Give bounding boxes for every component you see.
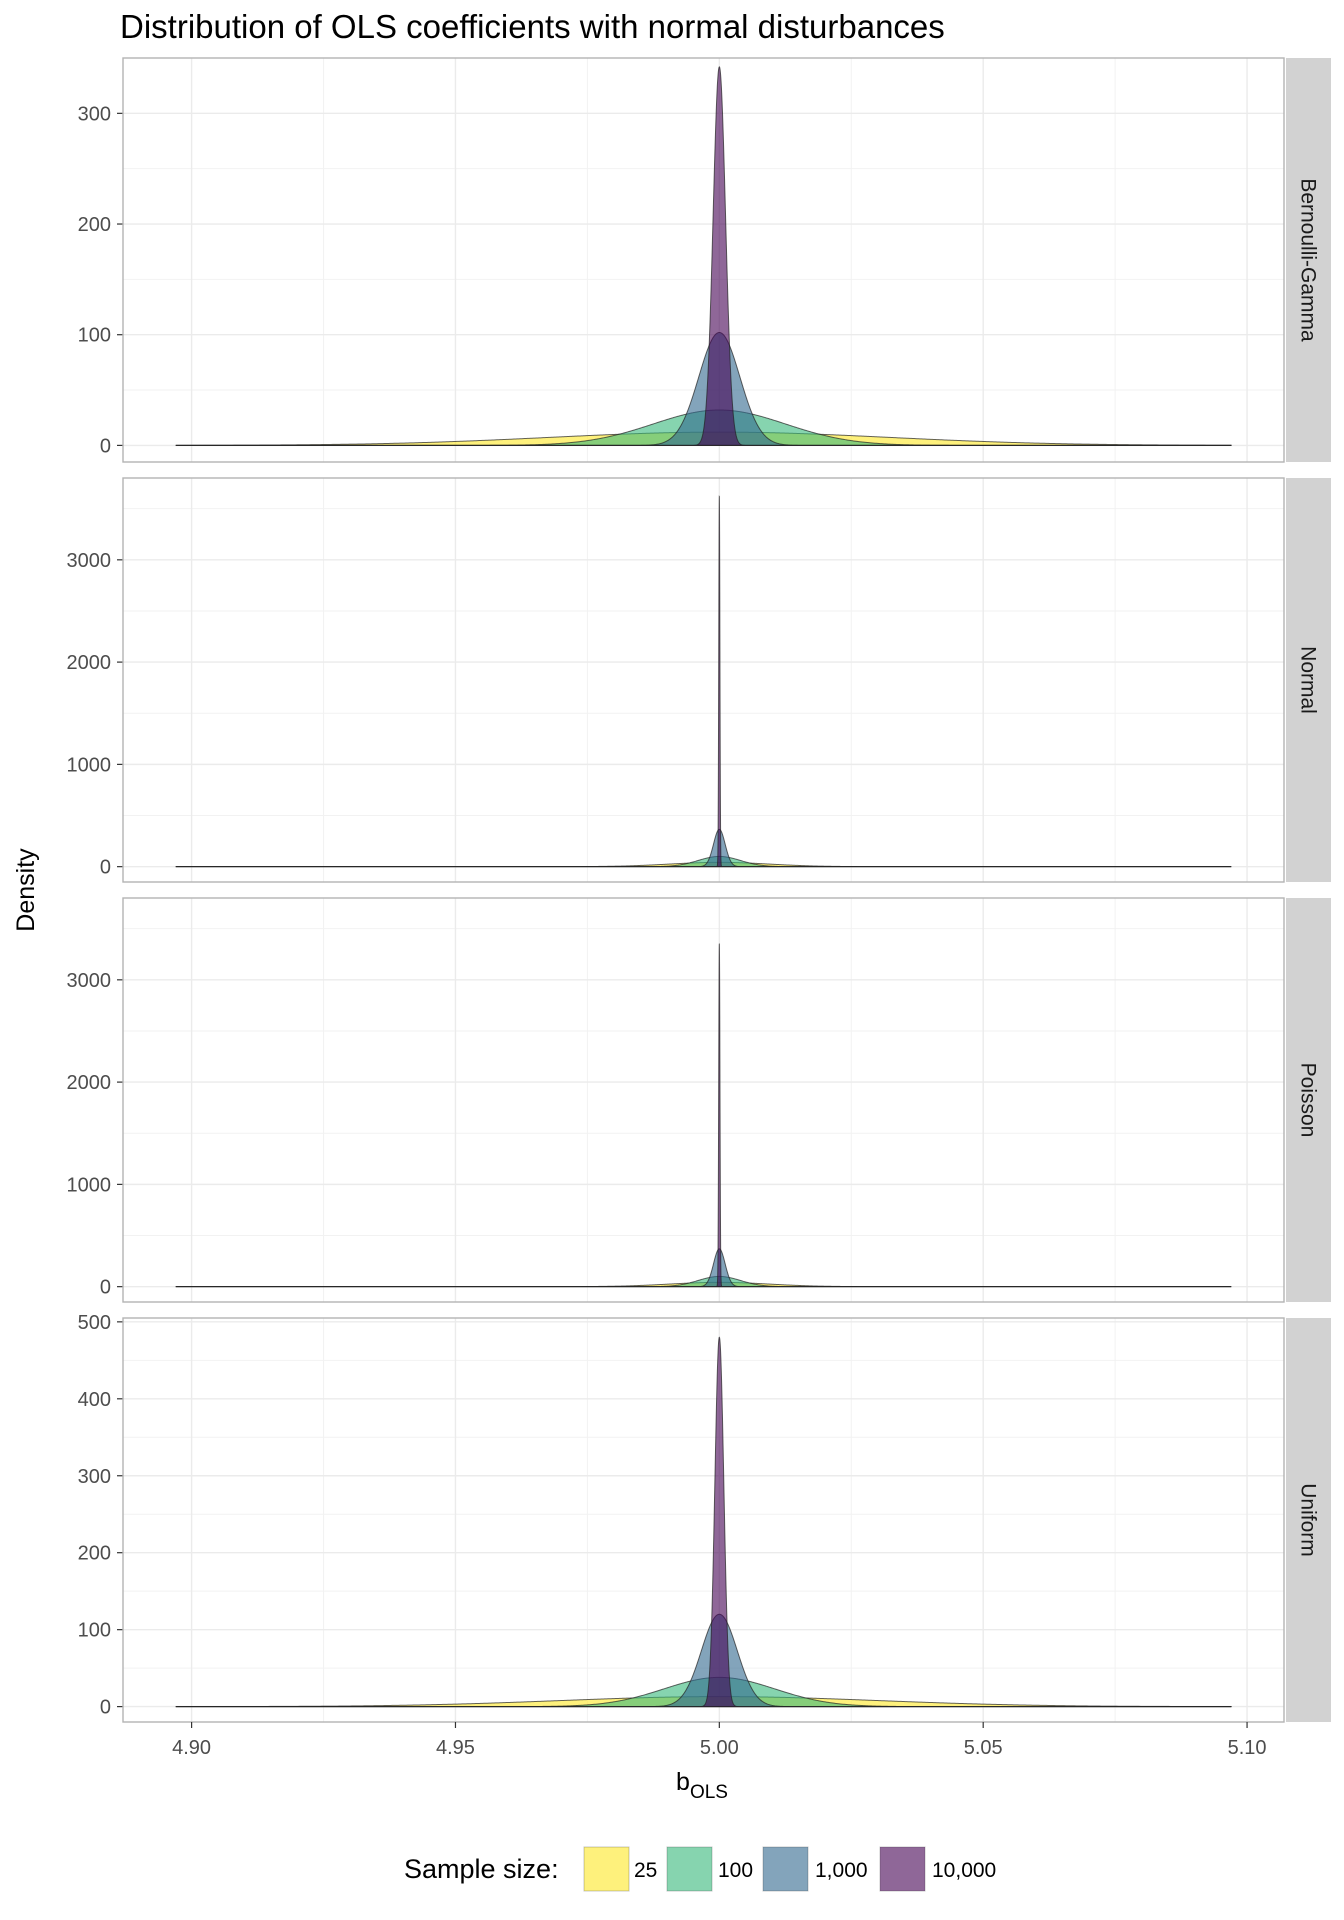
legend-key [762,1846,809,1892]
y-tick-label: 0 [100,435,111,457]
facet-strip-label: Uniform [1297,1483,1320,1557]
legend-key [879,1846,926,1892]
legend-title: Sample size: [404,1854,559,1884]
y-tick-label: 300 [78,1466,111,1488]
y-tick-label: 1000 [67,1174,112,1196]
y-tick-label: 2000 [67,1072,112,1094]
x-axis: 4.90 4.95 5.00 5.05 5.10 [172,1722,1267,1759]
y-tick-label: 0 [100,1697,111,1719]
panel-background [123,478,1284,882]
panel-bernoulli-gamma: 0 100 200 300 Bernoulli-Gamma [78,57,1331,463]
x-axis-title: bOLS [676,1768,728,1803]
legend-key [583,1846,630,1892]
panel-poisson: 0 1000 2000 3000 Poisson [67,897,1331,1303]
legend-label: 1,000 [815,1859,868,1882]
y-tick-label: 3000 [67,970,112,992]
panel-border [122,897,1285,1303]
y-tick-label: 400 [78,1389,111,1411]
legend-key [666,1846,713,1892]
y-tick-label: 1000 [67,754,112,776]
facet-strip-label: Bernoulli-Gamma [1297,178,1320,342]
y-tick-label: 100 [78,1620,111,1642]
y-tick-label: 300 [78,103,111,125]
y-axis-title: Density [12,848,40,932]
facet-panels: 0100200300Bernoulli-Gamma0100020003000No… [67,57,1331,1723]
x-tick-label: 5.10 [1228,1737,1267,1759]
y-tick-label: 2000 [67,652,112,674]
x-axis-title-subscript: OLS [690,1782,728,1803]
y-tick-label: 200 [78,214,111,236]
panel-uniform: 0 100 200 300 400 500 Uniform [78,1312,1331,1723]
facet-strip-label: Poisson [1297,1063,1320,1138]
y-tick-label: 100 [78,325,111,347]
y-tick-label: 500 [78,1312,111,1334]
panel-border [122,1317,1285,1723]
x-tick-label: 4.95 [436,1737,475,1759]
y-tick-label: 3000 [67,550,112,572]
facet-strip [1286,58,1331,462]
legend-label: 100 [718,1859,753,1882]
x-tick-label: 5.00 [700,1737,739,1759]
panel-border [122,477,1285,883]
panel-normal: 0 1000 2000 3000 Normal [67,477,1331,883]
y-tick-label: 0 [100,1277,111,1299]
legend-label: 10,000 [932,1859,996,1882]
density-area-10000 [175,66,1232,446]
facet-strip-label: Normal [1297,646,1320,714]
density-area-10000 [175,943,1232,1288]
facet-strip [1286,478,1331,882]
y-tick-label: 200 [78,1543,111,1565]
facet-strip [1286,1318,1331,1722]
panel-border [122,57,1285,463]
y-tick-label: 0 [100,857,111,879]
facet-strip [1286,898,1331,1302]
panel-background [123,898,1284,1302]
chart-title: Distribution of OLS coefficients with no… [120,8,945,45]
x-tick-label: 5.05 [964,1737,1003,1759]
x-axis-title-main: b [676,1768,690,1796]
density-area-10000 [175,495,1232,868]
legend: Sample size: 25 100 1,000 10,000 [404,1846,996,1892]
x-tick-label: 4.90 [172,1737,211,1759]
density-area-10000 [175,1336,1232,1708]
legend-label: 25 [634,1859,657,1882]
